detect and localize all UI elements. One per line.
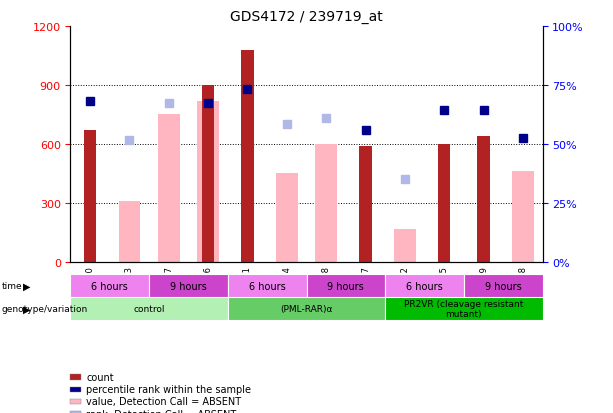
Text: percentile rank within the sample: percentile rank within the sample (86, 384, 251, 394)
Bar (394, 230, 416, 262)
Text: (PML-RAR)α: (PML-RAR)α (280, 304, 333, 313)
Text: 6 hours: 6 hours (249, 281, 286, 291)
Text: genotype/variation: genotype/variation (1, 304, 88, 313)
Bar (158, 115, 180, 262)
Bar (276, 174, 298, 262)
Bar (149, 275, 228, 297)
Bar (70, 399, 81, 404)
Bar (70, 275, 149, 297)
Bar (70, 387, 81, 392)
Bar (70, 411, 81, 413)
Bar (228, 275, 306, 297)
Text: control: control (134, 304, 165, 313)
Text: 6 hours: 6 hours (91, 281, 128, 291)
Bar (464, 275, 543, 297)
Bar (385, 297, 543, 320)
Text: 6 hours: 6 hours (406, 281, 443, 291)
Bar (70, 297, 228, 320)
Bar (315, 145, 337, 262)
Bar (70, 375, 81, 380)
Text: 9 hours: 9 hours (327, 281, 364, 291)
Bar (228, 297, 385, 320)
Text: ▶: ▶ (23, 304, 31, 314)
Text: GDS4172 / 239719_at: GDS4172 / 239719_at (230, 10, 383, 24)
Bar (306, 275, 385, 297)
Bar (84, 131, 96, 262)
Text: 9 hours: 9 hours (485, 281, 522, 291)
Text: rank, Detection Call = ABSENT: rank, Detection Call = ABSENT (86, 408, 237, 413)
Text: PR2VR (cleavage resistant
mutant): PR2VR (cleavage resistant mutant) (404, 299, 524, 318)
Bar (241, 50, 254, 262)
Bar (359, 147, 372, 262)
Bar (197, 102, 219, 262)
Bar (512, 172, 534, 262)
Bar (438, 145, 451, 262)
Bar (202, 86, 215, 262)
Text: 9 hours: 9 hours (170, 281, 207, 291)
Text: count: count (86, 372, 113, 382)
Text: value, Detection Call = ABSENT: value, Detection Call = ABSENT (86, 396, 241, 406)
Bar (477, 137, 490, 262)
Bar (119, 202, 140, 262)
Text: ▶: ▶ (23, 281, 31, 291)
Bar (385, 275, 464, 297)
Text: time: time (1, 282, 22, 290)
